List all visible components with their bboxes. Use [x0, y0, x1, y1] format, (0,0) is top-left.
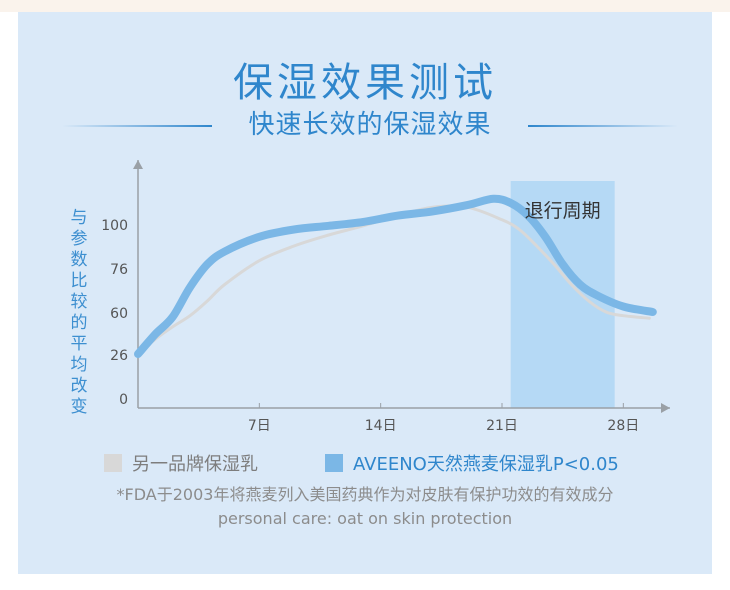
y-tick-label: 0 — [119, 392, 128, 408]
series-line-aveeno — [134, 194, 657, 358]
subtitle-row: 快速长效的保湿效果 — [0, 104, 730, 144]
x-tick-label: 14日 — [365, 418, 397, 434]
x-tick-label: 7日 — [248, 418, 271, 434]
y-axis-label-char: 的 — [70, 313, 88, 333]
y-axis-label-char: 平 — [70, 334, 88, 354]
footnote: *FDA于2003年将燕麦列入美国药典作为对皮肤有保护功效的有效成分 perso… — [0, 483, 730, 531]
legend-item-aveeno: AVEENO天然燕麦保湿乳P<0.05 — [325, 450, 619, 476]
page-title: 保湿效果测试 — [233, 60, 497, 106]
legend-label-other-brand: 另一品牌保湿乳 — [132, 454, 258, 475]
y-axis-label-char: 较 — [70, 292, 88, 312]
y-tick-label: 100 — [101, 218, 128, 234]
y-axis-label-char: 参 — [70, 229, 88, 249]
page-subtitle: 快速长效的保湿效果 — [248, 110, 492, 140]
y-axis-arrow-icon — [133, 160, 143, 169]
y-tick-label: 60 — [110, 306, 128, 322]
y-axis-label: 与参数比较的平均改变 — [64, 208, 94, 418]
x-tick-label: 28日 — [607, 418, 639, 434]
y-axis-label-char: 变 — [70, 397, 88, 417]
footnote-line-1: *FDA于2003年将燕麦列入美国药典作为对皮肤有保护功效的有效成分 — [116, 485, 614, 504]
subtitle-divider-right — [528, 125, 678, 127]
y-axis-label-char: 均 — [70, 355, 88, 375]
y-tick-label: 26 — [110, 348, 128, 364]
x-tick-label: 21日 — [486, 418, 518, 434]
y-axis-label-char: 与 — [70, 208, 88, 228]
y-axis-label-char: 数 — [70, 250, 88, 270]
regression-period-label: 退行周期 — [525, 200, 601, 222]
chart-legend: 另一品牌保湿乳 AVEENO天然燕麦保湿乳P<0.05 — [0, 450, 730, 476]
y-axis-label-char: 比 — [70, 271, 88, 291]
legend-item-other-brand: 另一品牌保湿乳 — [104, 450, 258, 476]
legend-label-aveeno: AVEENO天然燕麦保湿乳P<0.05 — [353, 454, 619, 475]
footnote-line-2: personal care: oat on skin protection — [217, 509, 513, 528]
y-axis-label-char: 改 — [70, 376, 88, 396]
legend-swatch-other-brand — [104, 454, 122, 472]
x-axis-arrow-icon — [661, 403, 670, 413]
legend-swatch-aveeno — [325, 454, 343, 472]
subtitle-divider-left — [62, 125, 212, 127]
top-strip — [0, 0, 730, 12]
y-tick-label: 76 — [110, 262, 128, 278]
